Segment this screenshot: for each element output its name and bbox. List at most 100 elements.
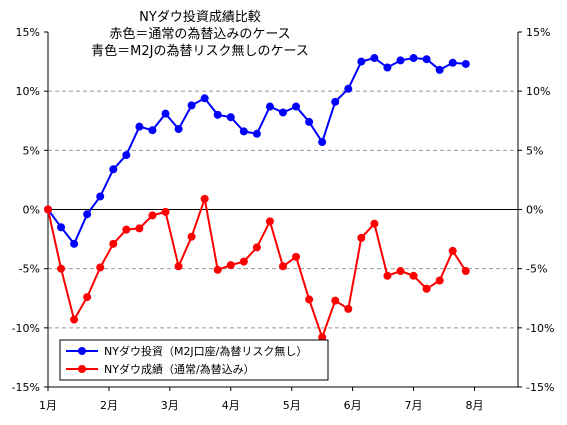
series-2-point bbox=[200, 194, 209, 203]
series-2-point bbox=[305, 295, 314, 304]
legend-swatch-marker bbox=[78, 365, 86, 373]
x-tick-label: 2月 bbox=[100, 399, 118, 412]
series-2-point bbox=[318, 333, 327, 342]
y-tick-label-left: 15% bbox=[16, 26, 40, 39]
series-2-point bbox=[109, 239, 118, 248]
series-2-point bbox=[83, 293, 92, 302]
x-tick-label: 7月 bbox=[405, 399, 423, 412]
series-2-point bbox=[331, 296, 340, 305]
series-1-point bbox=[331, 97, 340, 106]
y-tick-label-right: 5% bbox=[526, 144, 543, 157]
y-tick-label-left: -10% bbox=[12, 322, 40, 335]
series-2-point bbox=[265, 217, 274, 226]
series-2-point bbox=[44, 205, 52, 214]
y-tick-label-left: -15% bbox=[12, 381, 40, 394]
y-tick-label-right: 0% bbox=[526, 204, 543, 217]
series-1-point bbox=[239, 127, 248, 136]
chart-title: NYダウ投資成績比較 赤色＝通常の為替込みのケース 青色＝M2Jの為替リスク無し… bbox=[91, 9, 309, 59]
series-1-point bbox=[305, 117, 314, 126]
y-tick-label-left: 0% bbox=[23, 204, 40, 217]
series-1-point bbox=[318, 138, 327, 147]
series-1-point bbox=[396, 56, 405, 65]
series-2-point bbox=[148, 211, 157, 220]
series-2-point bbox=[135, 224, 144, 233]
series-1-point bbox=[122, 151, 131, 160]
series-1-point bbox=[135, 122, 144, 131]
series-1-point bbox=[409, 54, 418, 63]
series-2-point bbox=[370, 219, 379, 228]
series-2-point bbox=[279, 262, 287, 271]
legend-label: NYダウ成績（通常/為替込み） bbox=[104, 362, 255, 376]
title-line-1: NYダウ投資成績比較 bbox=[139, 9, 261, 25]
x-tick-label: 8月 bbox=[466, 399, 484, 412]
series-2-point bbox=[409, 271, 418, 280]
y-tick-label-right: -10% bbox=[526, 322, 554, 335]
series-2-point bbox=[396, 267, 405, 276]
series-1-point bbox=[70, 239, 79, 248]
series-1-point bbox=[265, 102, 274, 111]
series-1-point bbox=[96, 192, 105, 201]
series-1-point bbox=[383, 63, 392, 72]
series-2-point bbox=[187, 232, 196, 241]
y-tick-label-left: 5% bbox=[23, 144, 40, 157]
x-tick-label: 5月 bbox=[283, 399, 301, 412]
y-tick-label-left: -5% bbox=[19, 263, 40, 276]
y-axis-left-labels: 15% 10% 5% 0% -5% -10% -15% bbox=[12, 26, 40, 394]
series-2-point bbox=[422, 284, 431, 293]
series-1-point bbox=[357, 57, 366, 66]
x-tick-label: 1月 bbox=[39, 399, 57, 412]
legend-swatch-marker bbox=[78, 347, 86, 355]
series-1-point bbox=[435, 65, 444, 74]
series-2-point bbox=[461, 267, 470, 276]
legend-label: NYダウ投資（M2J口座/為替リスク無し） bbox=[104, 344, 307, 358]
y-tick-label-right: -5% bbox=[526, 263, 547, 276]
series-1-point bbox=[213, 110, 222, 119]
series-1-point bbox=[344, 84, 353, 93]
x-tick-label: 3月 bbox=[161, 399, 179, 412]
y-axis-right-labels: 15% 10% 5% 0% -5% -10% -15% bbox=[526, 26, 554, 394]
series-2-point bbox=[344, 304, 353, 313]
series-1-point bbox=[161, 109, 170, 118]
series-2-point bbox=[252, 243, 261, 252]
series-2-point bbox=[122, 225, 131, 234]
series bbox=[44, 54, 470, 342]
axes bbox=[44, 31, 522, 391]
series-1-point bbox=[461, 59, 470, 68]
y-tick-label-right: 10% bbox=[526, 85, 550, 98]
series-1-line bbox=[47, 56, 466, 246]
y-tick-label-right: 15% bbox=[526, 26, 550, 39]
title-line-3: 青色＝M2Jの為替リスク無しのケース bbox=[91, 43, 309, 59]
series-2-point bbox=[174, 262, 183, 271]
series-1-point bbox=[370, 54, 379, 63]
series-1-point bbox=[279, 108, 287, 117]
series-2-point bbox=[448, 246, 457, 255]
series-1-point bbox=[422, 55, 431, 64]
title-line-2: 赤色＝通常の為替込みのケース bbox=[109, 26, 290, 42]
y-tick-label-right: -15% bbox=[526, 381, 554, 394]
series-1-point bbox=[448, 58, 457, 67]
series-1-point bbox=[187, 101, 196, 110]
series-2-point bbox=[239, 257, 248, 266]
series-1-point bbox=[292, 102, 301, 111]
x-tick-label: 4月 bbox=[222, 399, 240, 412]
series-1-point bbox=[200, 94, 209, 103]
series-2-point bbox=[70, 315, 79, 324]
series-2-point bbox=[383, 271, 392, 280]
y-tick-label-left: 10% bbox=[16, 85, 40, 98]
series-2-point bbox=[57, 264, 66, 273]
series-2-point bbox=[213, 265, 222, 274]
series-1-point bbox=[174, 125, 183, 134]
series-2-point bbox=[292, 252, 301, 261]
series-2-point bbox=[161, 207, 170, 216]
series-2-point bbox=[226, 261, 235, 270]
series-2-point bbox=[357, 233, 366, 242]
series-1-point bbox=[57, 223, 66, 232]
series-2-point bbox=[435, 276, 444, 285]
series-1-point bbox=[148, 126, 157, 135]
series-1-point bbox=[109, 165, 118, 174]
x-axis-labels: 1月 2月 3月 4月 5月 6月 7月 8月 bbox=[39, 399, 484, 412]
series-1-point bbox=[252, 129, 261, 138]
series-2-point bbox=[96, 263, 105, 272]
series-1-point bbox=[83, 210, 92, 219]
